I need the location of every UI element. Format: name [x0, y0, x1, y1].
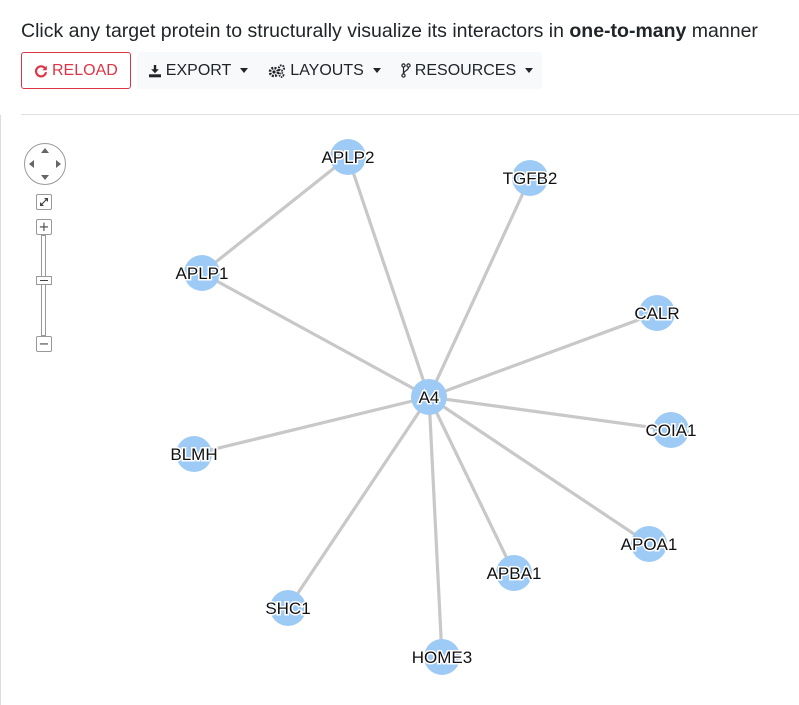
node-coia1[interactable]	[653, 412, 689, 448]
chevron-down-icon	[372, 68, 381, 73]
reload-label: RELOAD	[52, 61, 118, 79]
node-tgfb2[interactable]	[512, 160, 548, 196]
node-label-shc1: SHC1	[265, 599, 310, 618]
edge-a4-aplp1[interactable]	[201, 271, 430, 399]
edge-a4-apba1[interactable]	[427, 396, 516, 574]
edge-a4-aplp2[interactable]	[346, 156, 431, 398]
expand-icon	[40, 198, 48, 206]
pan-left-icon[interactable]	[29, 160, 34, 168]
minus-icon: −	[38, 336, 50, 352]
pan-right-icon[interactable]	[56, 160, 61, 168]
pan-down-icon[interactable]	[41, 175, 49, 180]
node-label-apoa1: APOA1	[621, 535, 678, 554]
zoom-slider-handle[interactable]	[36, 276, 52, 285]
instruction-suffix: manner	[686, 20, 758, 42]
edge-a4-calr[interactable]	[428, 311, 658, 399]
node-label-tgfb2: TGFB2	[503, 169, 558, 188]
resources-dropdown-button[interactable]: RESOURCES	[390, 52, 542, 89]
edge-a4-tgfb2[interactable]	[427, 177, 532, 398]
edge-a4-blmh[interactable]	[193, 395, 430, 456]
node-label-aplp2: APLP2	[322, 148, 375, 167]
edge-a4-coia1[interactable]	[428, 395, 672, 432]
download-icon	[148, 64, 162, 78]
node-aplp2[interactable]	[330, 139, 366, 175]
node-label-coia1: COIA1	[645, 421, 696, 440]
code-fork-icon	[401, 63, 411, 78]
export-label: EXPORT	[165, 61, 232, 79]
edge-a4-home3[interactable]	[427, 396, 444, 658]
divider	[21, 114, 799, 115]
plus-icon: +	[38, 219, 50, 235]
instruction-text: Click any target protein to structurally…	[21, 20, 758, 43]
node-label-home3: HOME3	[412, 648, 472, 667]
node-label-blmh: BLMH	[170, 445, 217, 464]
edge-aplp1-aplp2[interactable]	[201, 155, 349, 275]
zoom-slider-track[interactable]	[41, 235, 46, 336]
layouts-label: LAYOUTS	[290, 61, 364, 79]
cogs-icon	[268, 63, 286, 78]
node-label-calr: CALR	[634, 304, 679, 323]
zoom-in-button[interactable]: +	[36, 219, 52, 235]
edge-a4-shc1[interactable]	[286, 396, 431, 609]
node-blmh[interactable]	[176, 436, 212, 472]
edge-a4-apoa1[interactable]	[428, 395, 650, 546]
toolbar-dropdown-group: EXPORT LAYOUTS	[136, 52, 543, 89]
network-graph[interactable]: A4 APLP2 TGFB2 APLP1 CALR COIA1 BLMH APOA1 APBA1…	[1, 115, 799, 705]
pan-up-icon[interactable]	[41, 148, 49, 153]
instruction-emphasis: one-to-many	[569, 20, 687, 42]
node-shc1[interactable]	[270, 590, 306, 626]
node-aplp1[interactable]	[184, 255, 220, 291]
node-label-apba1: APBA1	[487, 564, 542, 583]
zoom-out-button[interactable]: −	[36, 336, 52, 352]
refresh-icon	[35, 64, 48, 77]
pan-control[interactable]	[24, 143, 66, 185]
fit-view-button[interactable]	[36, 194, 52, 210]
export-dropdown-button[interactable]: EXPORT	[137, 52, 258, 89]
reload-button[interactable]: RELOAD	[21, 52, 131, 89]
resources-label: RESOURCES	[414, 61, 517, 79]
chevron-down-icon	[240, 68, 249, 73]
node-label-a4: A4	[419, 388, 440, 407]
node-calr[interactable]	[639, 295, 675, 331]
toolbar: RELOAD EXPORT LAYOU	[21, 52, 543, 89]
node-a4[interactable]	[411, 379, 447, 415]
chevron-down-icon	[525, 68, 534, 73]
node-home3[interactable]	[424, 639, 460, 675]
node-apoa1[interactable]	[631, 526, 667, 562]
network-graph-panel[interactable]: A4 APLP2 TGFB2 APLP1 CALR COIA1 BLMH APOA1 APBA1…	[0, 115, 799, 705]
layouts-dropdown-button[interactable]: LAYOUTS	[257, 52, 390, 89]
node-apba1[interactable]	[496, 555, 532, 591]
instruction-prefix: Click any target protein to structurally…	[21, 20, 570, 42]
node-label-aplp1: APLP1	[176, 264, 229, 283]
